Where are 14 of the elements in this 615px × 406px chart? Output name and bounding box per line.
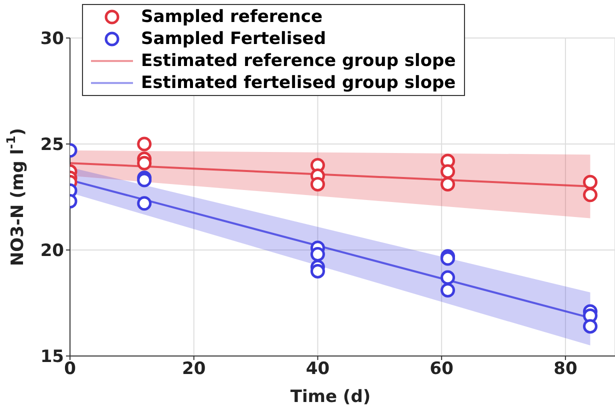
legend-label: Sampled Fertelised bbox=[141, 28, 326, 50]
x-tick-label: 80 bbox=[554, 359, 578, 380]
x-tick-label: 0 bbox=[64, 359, 76, 380]
y-tick-label: 30 bbox=[40, 29, 64, 50]
y-tick-label: 15 bbox=[40, 347, 64, 368]
x-tick-label: 40 bbox=[306, 359, 330, 380]
x-axis-title: Time (d) bbox=[290, 387, 371, 406]
legend-label: Estimated reference group slope bbox=[141, 50, 456, 72]
legend-label: Sampled reference bbox=[141, 6, 323, 28]
legend-label: Estimated fertelised group slope bbox=[141, 72, 456, 94]
y-tick-label: 25 bbox=[40, 135, 64, 156]
x-tick-label: 60 bbox=[430, 359, 454, 380]
y-tick-label: 20 bbox=[40, 241, 64, 262]
x-tick-label: 20 bbox=[182, 359, 206, 380]
